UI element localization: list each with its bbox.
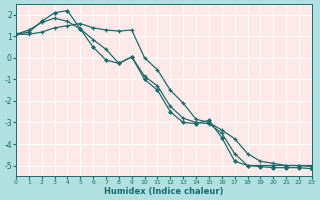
X-axis label: Humidex (Indice chaleur): Humidex (Indice chaleur) [104, 187, 224, 196]
